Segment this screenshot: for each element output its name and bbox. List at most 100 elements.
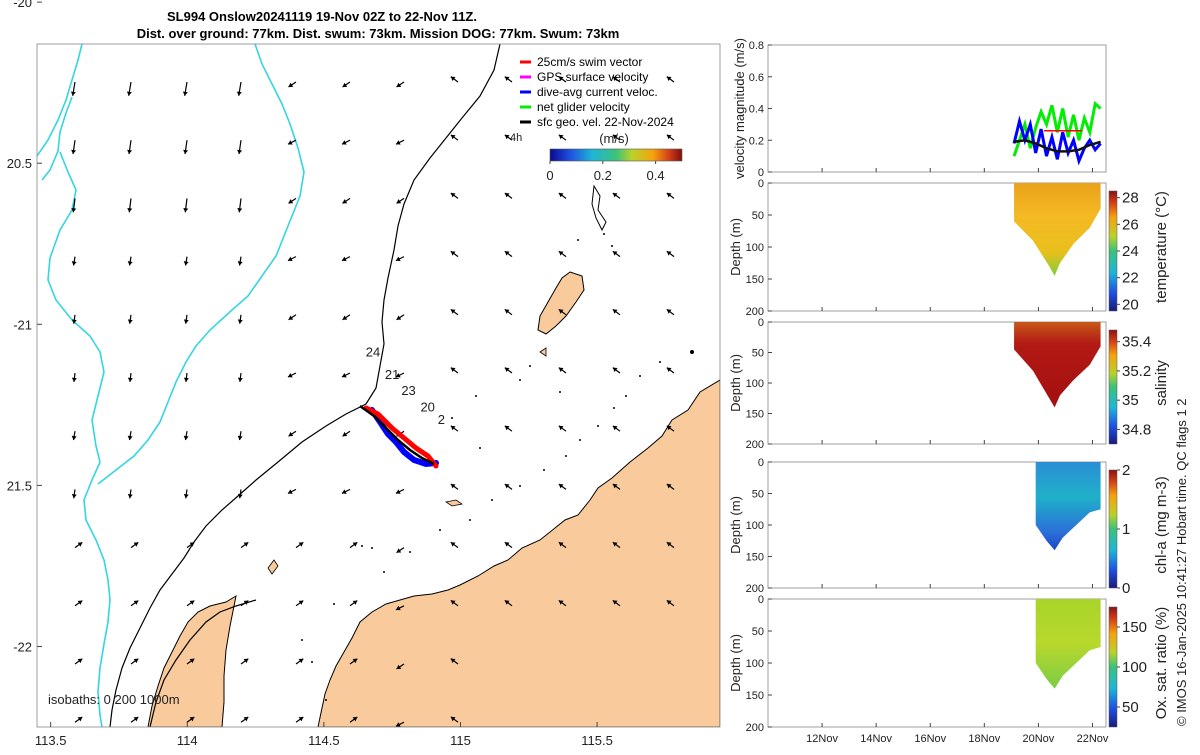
vector-arrowhead	[298, 600, 304, 605]
colorbar-tick-label: 150	[1122, 619, 1147, 636]
panel-y-tick-label: 0	[758, 317, 764, 329]
map-x-tick-label: 115.5	[581, 733, 613, 748]
colorbar-tick-label: 0.4	[647, 168, 665, 183]
panel-y-label: Depth (m)	[728, 634, 743, 692]
vector-arrowhead	[352, 658, 358, 664]
time-x-tick-label: 18Nov	[968, 733, 1000, 745]
vector-arrowhead	[450, 134, 456, 140]
section-fill	[1035, 599, 1101, 689]
legend-label: sfc geo. vel. 22-Nov-2024	[537, 115, 674, 129]
section-colorbar	[1108, 469, 1118, 589]
panel-y-tick-label: 200	[746, 583, 764, 595]
colorbar-label: salinity	[1153, 360, 1170, 406]
vector-arrowhead	[396, 548, 402, 553]
vector-arrowhead	[341, 140, 347, 145]
time-x-tick-label: 12Nov	[806, 733, 838, 745]
panel-y-tick-label: 100	[746, 658, 764, 670]
vector-arrowhead	[243, 716, 249, 722]
panel-y-tick-label: 200	[746, 439, 764, 451]
vector-arrowhead	[71, 208, 77, 213]
vector-arrowhead	[237, 208, 243, 213]
vector-arrowhead	[183, 261, 189, 266]
vector-arrowhead	[71, 319, 77, 324]
vector-arrowhead	[612, 193, 618, 198]
vector-arrowhead	[71, 493, 77, 499]
map-y-tick-label: -21	[13, 317, 32, 332]
map-y-tick-label: -22	[13, 639, 32, 654]
vector-arrowhead	[450, 367, 456, 372]
vector-arrowhead	[666, 484, 672, 489]
vector-arrowhead	[395, 722, 401, 727]
colorbar-tick-label: 0.2	[594, 168, 612, 183]
colorbar-tick-label: 50	[1122, 699, 1139, 716]
colorbar-tick-label: 35.2	[1122, 363, 1151, 380]
legend-label: 25cm/s swim vector	[537, 55, 642, 69]
isobaths-label: isobaths: 0 200 1000m	[48, 692, 180, 707]
speed-colorbar: (m/s) 0 0.2 0.4	[546, 131, 683, 183]
temperature-section-panel: 0 50 100 150 200 Depth (m) 20 22 24 26 28 temperatu…	[728, 178, 1170, 318]
vector-arrowhead	[243, 658, 249, 664]
vector-arrowhead	[450, 542, 456, 547]
land-islet	[539, 347, 547, 357]
vector-arrowhead	[71, 261, 77, 266]
colorbar-tick-label: 26	[1122, 216, 1139, 233]
vector-arrowhead	[236, 91, 242, 96]
vector-arrowhead	[666, 367, 672, 372]
panel-y-tick-label: 0.6	[749, 72, 764, 84]
section-colorbar	[1108, 190, 1118, 312]
vector-arrowhead	[237, 435, 243, 441]
vector-arrowhead	[288, 82, 294, 87]
panel-y-tick-label: 50	[752, 348, 764, 360]
vector-arrowhead	[396, 664, 402, 669]
isobath-black	[109, 44, 501, 727]
vector-arrowhead	[127, 493, 133, 499]
vector-arrowhead	[504, 134, 510, 140]
vector-arrowhead	[395, 489, 401, 494]
time-x-tick-label: 16Nov	[914, 733, 946, 745]
vector-arrowhead	[287, 140, 293, 145]
legend-label: dive-avg current veloc.	[537, 85, 658, 99]
vector-arrowhead	[450, 309, 456, 314]
figure-title-line1: SL994 Onslow20241119 19-Nov 02Z to 22-No…	[167, 9, 477, 24]
vector-arrowhead	[504, 425, 510, 431]
section-fill	[1014, 322, 1101, 408]
panel-y-tick-label: 200	[746, 722, 764, 734]
vector-arrowhead	[612, 134, 618, 140]
vector-arrowhead	[558, 134, 564, 140]
map-y-tick-label: 20.5	[7, 156, 32, 171]
vector-arrowhead	[243, 542, 249, 547]
vector-arrowhead	[396, 199, 402, 204]
vector-arrowhead	[287, 373, 293, 378]
footer-credit: © IMOS 16-Jan-2025 10:41:27 Hobart time.…	[1174, 398, 1189, 726]
chla-section-panel: 0 50 100 150 200 Depth (m) 0 1 2 chl-a (mg m-3)	[728, 457, 1170, 597]
vector-arrowhead	[237, 319, 243, 324]
vector-arrowhead	[127, 319, 133, 324]
legend-label: GPS surface velocity	[537, 70, 648, 84]
vector-arrowhead	[450, 76, 456, 81]
isobath-cyan	[37, 44, 305, 727]
vector-arrowhead	[189, 658, 195, 664]
vector-arrowhead	[298, 542, 304, 547]
vector-arrowhead	[612, 425, 618, 431]
vector-arrowhead	[288, 199, 294, 204]
map-x-tick-label: 114.5	[308, 733, 340, 748]
vector-arrowhead	[183, 377, 189, 382]
vector-arrowhead	[71, 435, 77, 441]
panel-y-tick-label: 150	[746, 274, 764, 286]
panel-y-tick-label: 150	[746, 552, 764, 564]
vector-arrowhead	[558, 251, 564, 256]
vector-arrowhead	[352, 600, 358, 605]
panel-y-label: Depth (m)	[728, 354, 743, 412]
panel-y-tick-label: 100	[746, 242, 764, 254]
map-y-tick-label: -20	[13, 0, 32, 10]
vector-arrowhead	[189, 600, 195, 605]
vector-arrowhead	[342, 199, 348, 204]
salinity-section-panel: 0 50 100 150 200 Depth (m) 34.8 35 35.2 35.4salin…	[728, 317, 1170, 451]
panel-y-tick-label: 0.4	[749, 104, 764, 116]
land-islet	[267, 559, 279, 575]
vector-arrowhead	[450, 600, 456, 605]
land-mainland	[317, 379, 720, 727]
vector-arrowhead	[133, 542, 139, 547]
